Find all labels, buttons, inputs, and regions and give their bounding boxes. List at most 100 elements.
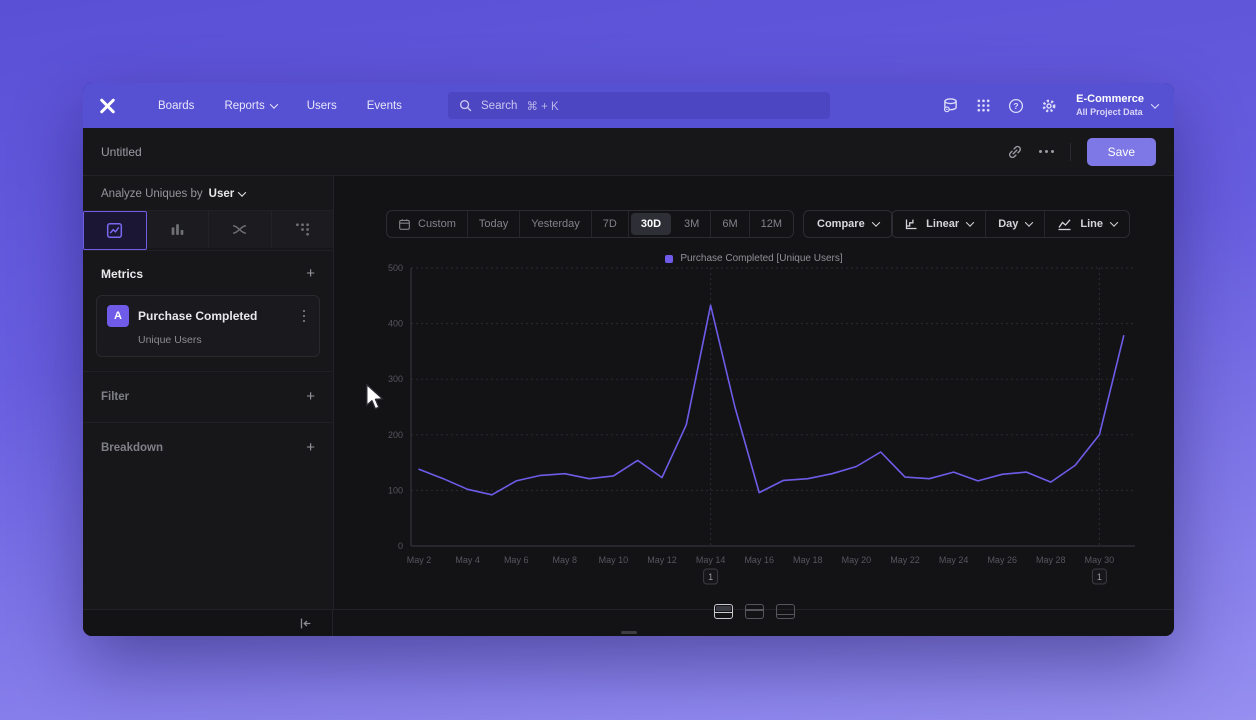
nav-item-reports[interactable]: Reports	[209, 83, 291, 128]
svg-text:1: 1	[708, 572, 713, 582]
range-3m[interactable]: 3M	[673, 211, 712, 237]
analyze-row: Analyze Uniques by User	[83, 176, 333, 211]
svg-text:May 8: May 8	[553, 555, 578, 565]
query-sidebar: Analyze Uniques by User	[83, 176, 334, 609]
share-link-icon[interactable]	[1007, 144, 1023, 160]
date-range-group: Custom Today Yesterday 7D 30D 3M 6M 12M	[386, 210, 795, 238]
report-header: Untitled Save	[83, 128, 1174, 176]
svg-text:0: 0	[398, 541, 403, 551]
metrics-section-header: Metrics +	[83, 251, 333, 293]
svg-text:500: 500	[388, 263, 403, 273]
sidebar-divider	[83, 371, 333, 372]
tab-funnels[interactable]	[146, 211, 209, 248]
project-switcher[interactable]: E-Commerce All Project Data	[1076, 93, 1160, 118]
nav-item-boards[interactable]: Boards	[158, 99, 195, 112]
chevron-down-icon	[269, 99, 278, 109]
search-input[interactable]: Search ⌘ + K	[448, 92, 830, 119]
svg-text:May 2: May 2	[407, 555, 432, 565]
report-title[interactable]: Untitled	[101, 144, 142, 159]
tab-flows[interactable]	[209, 211, 272, 248]
svg-text:May 12: May 12	[647, 555, 677, 565]
breakdown-section-header: Breakdown +	[83, 423, 333, 473]
range-today[interactable]: Today	[468, 211, 521, 237]
layout-table-button[interactable]	[775, 604, 795, 619]
chart-view-controls: Linear Day Line	[891, 210, 1130, 238]
line-chart-icon	[1058, 218, 1071, 230]
legend-label: Purchase Completed [Unique Users]	[680, 253, 843, 264]
svg-text:300: 300	[388, 374, 403, 384]
chart-legend[interactable]: Purchase Completed [Unique Users]	[334, 253, 1174, 264]
data-management-icon[interactable]	[942, 97, 959, 114]
help-icon[interactable]: ?	[1008, 98, 1024, 114]
top-navbar: Boards Reports Users Events Search ⌘ + K	[83, 83, 1174, 128]
search-placeholder: Search	[481, 99, 518, 112]
add-filter-button[interactable]: +	[306, 388, 315, 405]
mixpanel-logo-icon[interactable]	[99, 98, 129, 114]
interval-dropdown[interactable]: Day	[986, 211, 1046, 237]
line-chart-icon	[107, 222, 123, 239]
filter-section-header: Filter +	[83, 372, 333, 422]
header-divider	[1069, 142, 1071, 161]
chevron-down-icon	[1025, 218, 1034, 227]
svg-text:May 6: May 6	[504, 555, 529, 565]
svg-text:May 28: May 28	[1036, 555, 1066, 565]
range-6m[interactable]: 6M	[711, 211, 750, 237]
legend-swatch	[665, 254, 674, 263]
tab-retention[interactable]	[271, 211, 333, 248]
range-yesterday[interactable]: Yesterday	[520, 211, 592, 237]
settings-gear-icon[interactable]	[1041, 98, 1057, 114]
nav-item-users[interactable]: Users	[306, 99, 337, 112]
layout-toggle-group	[334, 604, 1174, 619]
apps-grid-icon[interactable]	[976, 98, 991, 113]
range-12m[interactable]: 12M	[760, 218, 783, 230]
svg-text:May 18: May 18	[793, 555, 823, 565]
range-custom[interactable]: Custom	[387, 211, 468, 237]
analyze-entity-dropdown[interactable]: User	[209, 188, 247, 200]
svg-text:May 4: May 4	[455, 555, 480, 565]
report-type-tabs	[83, 211, 333, 251]
calendar-icon	[399, 218, 410, 230]
more-options-icon[interactable]	[1038, 150, 1054, 153]
add-metric-button[interactable]: +	[306, 265, 315, 282]
scale-dropdown[interactable]: Linear	[892, 211, 987, 237]
range-7d[interactable]: 7D	[592, 211, 629, 237]
chart-type-dropdown[interactable]: Line	[1045, 211, 1129, 237]
chevron-down-icon	[1150, 99, 1160, 109]
collapse-sidebar-icon[interactable]	[298, 617, 312, 630]
compare-button[interactable]: Compare	[803, 210, 893, 238]
svg-text:May 26: May 26	[987, 555, 1017, 565]
range-30d[interactable]: 30D	[630, 213, 672, 235]
search-shortcut: ⌘ + K	[526, 100, 559, 113]
search-icon	[459, 99, 472, 112]
svg-text:1: 1	[1097, 572, 1102, 582]
breakdown-label: Breakdown	[101, 442, 163, 454]
main-nav: Boards Reports Users Events	[143, 83, 417, 128]
svg-text:200: 200	[388, 430, 403, 440]
svg-text:May 16: May 16	[744, 555, 774, 565]
metric-subtitle[interactable]: Unique Users	[138, 334, 202, 346]
add-breakdown-button[interactable]: +	[306, 439, 315, 456]
scroll-indicator[interactable]	[620, 631, 637, 634]
layout-split-button[interactable]	[713, 604, 733, 619]
chevron-down-icon	[237, 188, 247, 197]
line-chart[interactable]: 0 100 200 300 400 500 May 2 May 4 May 6 May 8 May …	[371, 260, 1163, 590]
metric-menu-icon[interactable]	[299, 308, 310, 325]
metric-card[interactable]: A Purchase Completed Unique Users	[96, 295, 320, 357]
tab-insights[interactable]	[83, 211, 147, 250]
svg-text:400: 400	[388, 319, 403, 329]
retention-dots-icon	[295, 223, 309, 236]
svg-text:May 10: May 10	[599, 555, 629, 565]
svg-text:May 30: May 30	[1085, 555, 1115, 565]
chart-panel: Custom Today Yesterday 7D 30D 3M 6M 12M Compare…	[334, 176, 1174, 619]
axis-icon	[906, 219, 917, 229]
save-button[interactable]: Save	[1086, 137, 1156, 166]
layout-chart-button[interactable]	[744, 604, 764, 619]
filter-label: Filter	[101, 391, 130, 403]
app-window: Boards Reports Users Events Search ⌘ + K	[83, 83, 1174, 636]
nav-item-events[interactable]: Events	[366, 99, 402, 112]
project-name: E-Commerce	[1076, 93, 1144, 105]
bar-chart-icon	[171, 224, 184, 237]
project-scope: All Project Data	[1076, 106, 1143, 117]
navbar-right: ? E-Commerce All Project Data	[942, 93, 1160, 118]
